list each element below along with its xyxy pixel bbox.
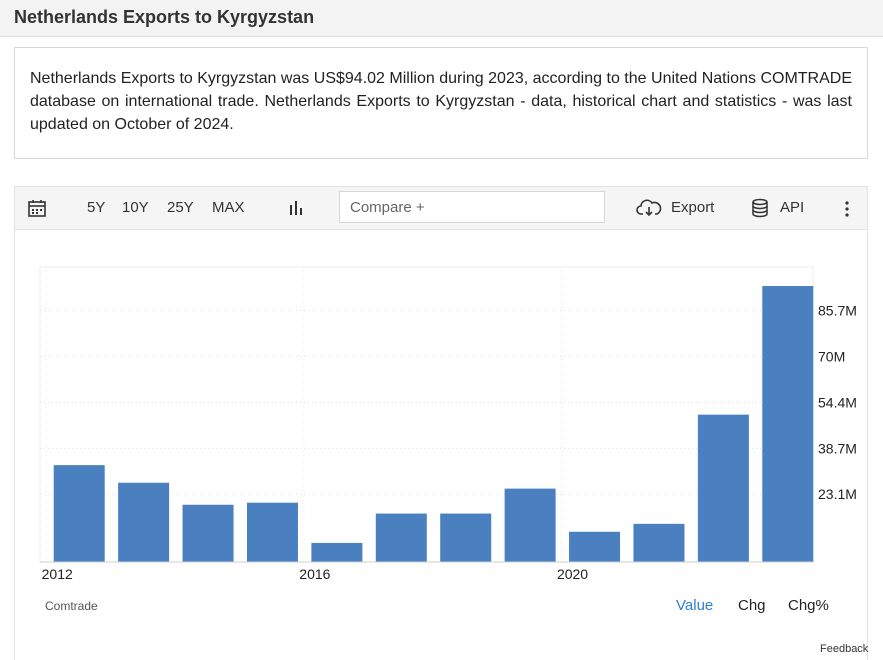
chart-toolbar: 5Y 10Y 25Y MAX Export	[15, 187, 867, 230]
bar-2014	[182, 504, 234, 562]
title-bar: Netherlands Exports to Kyrgyzstan	[0, 0, 883, 37]
bar-2020	[569, 531, 621, 562]
bar-chart: 23.1M 38.7M 54.4M 70M 85.7M 2012 2016 2020	[39, 266, 857, 582]
x-tick-label: 2016	[299, 566, 330, 582]
bar-2015	[246, 502, 298, 562]
page-title: Netherlands Exports to Kyrgyzstan	[14, 7, 315, 27]
bar-2016	[311, 542, 363, 562]
mode-chg-tab[interactable]: Chg	[738, 597, 766, 614]
bar-2019	[504, 488, 556, 562]
calendar-icon[interactable]	[27, 198, 47, 223]
bar-2013	[118, 482, 170, 562]
y-tick-label: 70M	[818, 349, 845, 365]
y-tick-label: 23.1M	[818, 486, 857, 502]
compare-input[interactable]	[339, 191, 605, 223]
description-box: Netherlands Exports to Kyrgyzstan was US…	[14, 47, 868, 159]
x-tick-label: 2020	[557, 566, 588, 582]
bar-chart-type-icon[interactable]	[288, 199, 306, 222]
bar-2022	[697, 414, 749, 562]
range-25y-button[interactable]: 25Y	[167, 199, 194, 216]
range-10y-button[interactable]: 10Y	[122, 199, 149, 216]
export-button[interactable]: Export	[671, 199, 715, 216]
source-label: Comtrade	[45, 599, 98, 613]
y-tick-label: 38.7M	[818, 440, 857, 456]
range-max-button[interactable]: MAX	[212, 199, 245, 216]
feedback-link[interactable]: Feedback	[820, 643, 869, 655]
bar-2012	[53, 465, 105, 562]
description-text: Netherlands Exports to Kyrgyzstan was US…	[30, 70, 852, 133]
mode-chg-percent-tab[interactable]: Chg%	[788, 597, 829, 614]
chart-panel: 5Y 10Y 25Y MAX Export	[14, 186, 868, 660]
bar-2017	[375, 513, 427, 562]
y-tick-label: 54.4M	[818, 394, 857, 410]
bar-2018	[440, 513, 492, 562]
database-icon[interactable]	[751, 198, 769, 223]
x-tick-label: 2012	[42, 566, 73, 582]
bar-2023	[762, 286, 814, 562]
y-tick-label: 85.7M	[818, 302, 857, 318]
mode-value-tab[interactable]: Value	[676, 597, 714, 614]
cloud-download-icon[interactable]	[636, 198, 662, 223]
bar-2021	[633, 523, 685, 562]
range-5y-button[interactable]: 5Y	[87, 199, 106, 216]
api-button[interactable]: API	[780, 199, 805, 216]
more-vertical-icon[interactable]	[844, 200, 850, 223]
